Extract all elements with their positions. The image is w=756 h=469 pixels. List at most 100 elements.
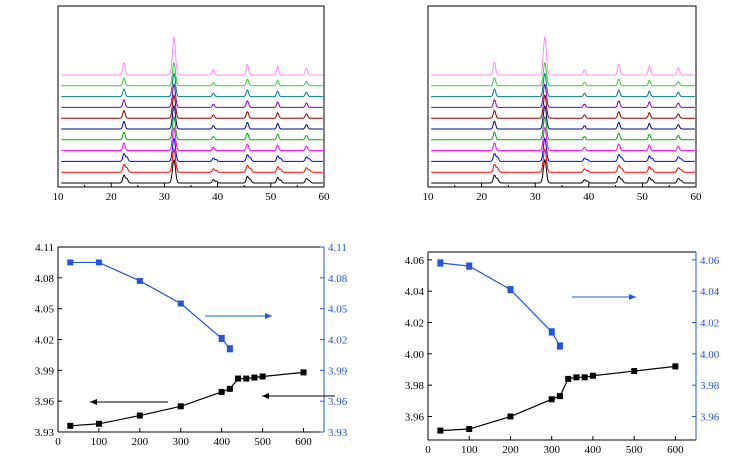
series-c-point xyxy=(67,259,74,266)
series-a-point xyxy=(573,374,580,381)
x-tick-label: 60 xyxy=(319,191,331,203)
series-a-point xyxy=(251,374,258,381)
series-a-point xyxy=(300,369,307,376)
xrd-pattern-line xyxy=(431,61,695,87)
series-a-point xyxy=(589,372,596,379)
xrd-pattern-line xyxy=(61,93,323,119)
x-tick-label: 20 xyxy=(106,191,118,203)
series-c-point xyxy=(548,328,555,335)
series-a-point xyxy=(565,375,572,382)
series-a-point xyxy=(218,388,225,395)
y2-tick-label: 3.93 xyxy=(328,427,348,439)
x-tick-label: 0 xyxy=(425,444,431,456)
series-c-point xyxy=(177,300,184,307)
y2-tick-label: 3.99 xyxy=(328,365,348,377)
y-tick-label: 4.04 xyxy=(405,286,425,298)
x-tick-label: 200 xyxy=(502,444,519,456)
series-a-point xyxy=(437,427,444,434)
xrd-pattern-line xyxy=(431,147,695,173)
xrd-pattern-line xyxy=(431,137,695,162)
y-tick-label: 4.05 xyxy=(35,304,55,316)
y-tick-label: 4.02 xyxy=(35,335,54,347)
series-a-point xyxy=(581,374,588,381)
series-c-point xyxy=(218,335,225,342)
x-tick-label: 40 xyxy=(212,191,224,203)
xrd-pattern-line xyxy=(431,83,695,108)
xrd-pattern-line xyxy=(431,93,695,119)
x-tick-label: 100 xyxy=(91,436,108,448)
y2-tick-label: 4.06 xyxy=(700,255,720,267)
x-tick-label: 10 xyxy=(423,191,435,203)
lattice-panel-d: 0 100 200 300 400 500 600 3.96 3.98 4.00 4.02 4.04 4… xyxy=(262,251,720,456)
series-c-point xyxy=(466,263,473,270)
x-tick-label: 400 xyxy=(585,444,602,456)
x-tick-label: 300 xyxy=(173,436,190,448)
x-tick-label: 400 xyxy=(213,436,230,448)
y2-tick-label: 4.05 xyxy=(328,304,348,316)
xrd-pattern-line xyxy=(61,61,323,87)
x-tick-label: 500 xyxy=(254,436,271,448)
xrd-pattern-line xyxy=(61,147,323,173)
series-a-point xyxy=(672,363,679,370)
series-a-point xyxy=(259,373,266,380)
y-tick-label: 3.99 xyxy=(35,365,55,377)
series-a-point xyxy=(631,368,638,375)
series-c-point xyxy=(437,259,444,266)
xrd-pattern-line xyxy=(61,126,323,152)
x-tick-label: 20 xyxy=(476,191,488,203)
y2-tick-label: 4.02 xyxy=(328,335,347,347)
right-arrowhead xyxy=(629,294,636,300)
series-c-point xyxy=(226,345,233,352)
y-tick-label: 3.96 xyxy=(35,396,55,408)
xrd-panel-b: 10 20 30 40 50 60 xyxy=(423,5,703,203)
x-tick-label: 50 xyxy=(265,191,277,203)
left-arrowhead xyxy=(90,399,97,405)
y2-tick-label: 4.02 xyxy=(700,318,719,330)
series-c-point xyxy=(507,286,514,293)
x-tick-label: 300 xyxy=(543,444,560,456)
xrd-pattern-line xyxy=(431,35,695,76)
xrd-panel-a: 10 20 30 40 50 60 xyxy=(53,5,331,203)
x-tick-label: 200 xyxy=(132,436,149,448)
xrd-pattern-line xyxy=(61,104,323,130)
series-a-point xyxy=(226,385,233,392)
right-arrowhead xyxy=(265,313,272,319)
series-c-point xyxy=(95,259,102,266)
xrd-pattern-line xyxy=(61,83,323,108)
series-a-point xyxy=(95,420,102,427)
series-a-point xyxy=(67,422,74,429)
xrd-pattern-line xyxy=(431,104,695,130)
y-tick-label: 4.06 xyxy=(405,255,425,267)
y-tick-label: 4.00 xyxy=(405,349,425,361)
series-a-point xyxy=(556,393,563,400)
series-a-point xyxy=(235,375,242,382)
x-tick-label: 500 xyxy=(626,444,643,456)
y2-tick-label: 4.11 xyxy=(328,242,347,254)
x-tick-label: 40 xyxy=(583,191,595,203)
y2-tick-label: 4.08 xyxy=(328,273,348,285)
series-a-point xyxy=(177,403,184,410)
x-tick-label: 600 xyxy=(667,444,684,456)
y-tick-label: 4.11 xyxy=(35,242,54,254)
series-c-point xyxy=(556,343,563,349)
xrd-pattern-line xyxy=(431,72,695,98)
y2-tick-label: 3.96 xyxy=(328,396,348,408)
left-arrowhead xyxy=(262,393,269,399)
y-tick-label: 3.96 xyxy=(405,412,425,424)
x-tick-label: 60 xyxy=(691,191,703,203)
xrd-pattern-line xyxy=(61,137,323,162)
y2-tick-label: 4.04 xyxy=(700,286,720,298)
xrd-pattern-line xyxy=(61,115,323,141)
lattice-panel-c: 0 100 200 300 400 500 600 3.93 3.96 3.99 4.02 4.05 4… xyxy=(35,242,348,448)
series-c-point xyxy=(136,277,143,284)
x-tick-label: 100 xyxy=(461,444,478,456)
x-tick-label: 50 xyxy=(637,191,649,203)
xrd-pattern-line xyxy=(431,126,695,152)
x-tick-label: 30 xyxy=(159,191,171,203)
series-a-point xyxy=(243,375,250,382)
xrd-pattern-line xyxy=(61,158,323,184)
y-tick-label: 4.08 xyxy=(35,273,55,285)
series-a-point xyxy=(548,396,555,403)
x-tick-label: 600 xyxy=(295,436,312,448)
